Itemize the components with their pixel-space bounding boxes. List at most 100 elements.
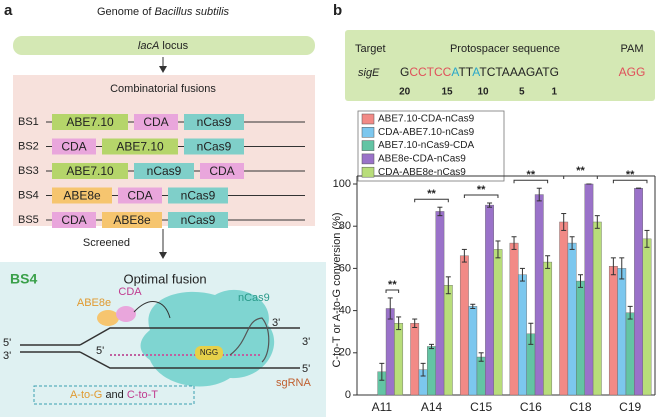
fusion-name: BS1 <box>18 116 39 128</box>
end-label: 3' <box>302 336 310 348</box>
significance-bracket <box>463 194 499 198</box>
legend-label: ABE7.10-nCas9-CDA <box>378 140 474 151</box>
domain-label: CDA <box>209 164 234 178</box>
domain-box <box>52 138 96 155</box>
legend-label: CDA-ABE8e-nCas9 <box>378 167 466 178</box>
target-box <box>345 30 655 101</box>
domain-label: CDA <box>61 213 86 227</box>
bar <box>485 204 494 396</box>
bar <box>592 221 602 396</box>
arrow-head <box>159 66 167 73</box>
fusion-list: BS1 ABE7.10 CDA nCas9 BS2 CDA ABE7.10 nCas9 BS3 A… <box>18 114 305 228</box>
dna-strand <box>79 351 300 369</box>
domain-label: CDA <box>127 189 152 203</box>
domain-box <box>52 163 128 179</box>
significance-bracket <box>385 289 400 293</box>
bar <box>443 285 453 396</box>
domain-box <box>52 187 112 204</box>
bar <box>617 268 627 396</box>
y-tick-label: 60 <box>339 262 351 274</box>
fusion-name: BS4 <box>18 189 39 201</box>
genome-species: Bacillus subtilis <box>154 6 229 18</box>
domain-label: ABE7.10 <box>66 164 114 178</box>
x-tick-label: C15 <box>470 400 492 414</box>
legend-swatch <box>361 113 375 125</box>
legend-swatch <box>361 127 375 138</box>
significance-bracket <box>513 179 549 184</box>
locus-label: lacA locus <box>138 40 189 52</box>
x-tick-label: A11 <box>372 400 393 414</box>
target-header: Target <box>355 43 386 55</box>
domain-box <box>168 187 228 204</box>
panel-label: b <box>333 2 342 19</box>
guide-label: sgRNA <box>276 377 312 389</box>
y-axis-label: C-to-T or A-to-G conversion (%) <box>331 212 343 367</box>
domain-box <box>134 114 178 130</box>
x-tick-label: C18 <box>569 400 591 414</box>
cda-shape <box>116 306 136 322</box>
cas9-shape <box>140 289 275 387</box>
x-tick-label: A14 <box>421 400 443 414</box>
genome-prefix: Genome of <box>97 6 154 18</box>
bar <box>468 306 478 396</box>
deaminase-a-label: ABE8e <box>77 297 111 309</box>
domain-box <box>118 187 162 204</box>
panel-label: a <box>4 2 13 19</box>
locus-suffix: locus <box>159 40 188 52</box>
domain-label: nCas9 <box>147 164 182 178</box>
domain-box <box>168 212 228 228</box>
x-tick-label: C16 <box>520 400 542 414</box>
end-label: 5' <box>302 363 310 375</box>
pam-label: NGG <box>200 348 218 357</box>
domain-box <box>134 163 194 179</box>
bar <box>567 242 577 396</box>
significance-label: ** <box>576 165 585 177</box>
domain-box <box>200 163 244 179</box>
bar <box>559 221 569 396</box>
legend-swatch <box>361 166 375 178</box>
bar <box>427 346 436 396</box>
bar <box>410 323 420 396</box>
legend-swatch <box>361 153 375 165</box>
bar <box>476 356 486 396</box>
bar <box>385 308 395 396</box>
edit-a: A-to-G <box>70 389 102 401</box>
legend-label: CDA-ABE7.10-nCas9 <box>378 127 475 138</box>
y-tick-label: 20 <box>339 347 351 359</box>
domain-label: CDA <box>61 140 86 154</box>
domain-box <box>184 114 244 130</box>
significance-label: ** <box>477 184 486 196</box>
bar <box>576 280 585 396</box>
sequence-segment: G <box>400 65 409 79</box>
legend-swatch <box>361 140 375 151</box>
end-label: 3' <box>3 350 11 362</box>
bar <box>518 274 527 396</box>
x-tick-label: C19 <box>619 400 641 414</box>
bar <box>543 261 553 396</box>
bar <box>394 323 404 396</box>
bar <box>493 249 503 396</box>
sequence-segment: TT <box>458 65 473 79</box>
edit-joiner: and <box>105 389 123 401</box>
pam-site <box>195 346 223 360</box>
significance-bracket <box>414 198 449 203</box>
bar <box>608 266 618 396</box>
domain-label: nCas9 <box>197 140 232 154</box>
deaminase-b-label: CDA <box>118 286 142 298</box>
edit-b: C-to-T <box>127 389 158 401</box>
end-label: 3' <box>272 317 280 329</box>
locus-bar <box>13 36 315 55</box>
sgrna-loop <box>229 317 270 363</box>
bar <box>459 255 469 396</box>
significance-bracket <box>563 175 598 179</box>
position-label: 20 <box>399 87 411 98</box>
locus-gene: lacA <box>138 40 159 52</box>
significance-bracket <box>612 179 648 184</box>
position-label: 10 <box>477 87 489 98</box>
legend-label: ABE7.10-CDA-nCas9 <box>378 114 475 125</box>
significance-label: ** <box>388 279 397 291</box>
domain-box <box>184 138 244 155</box>
bar <box>634 188 643 396</box>
significance-label: ** <box>626 169 635 181</box>
